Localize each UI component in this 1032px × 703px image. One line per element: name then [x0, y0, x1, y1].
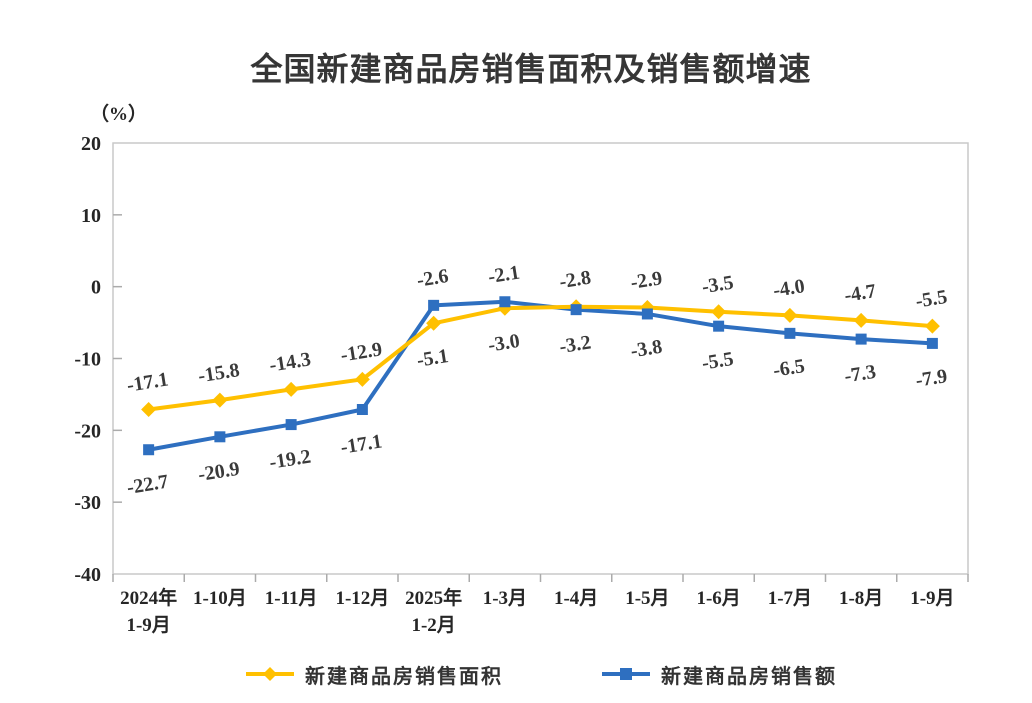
legend-label-sales-amount: 新建商品房销售额 [661, 665, 837, 688]
x-category-label: 1-6月 [696, 588, 740, 609]
data-label-sales-amount: -22.7 [125, 471, 170, 499]
y-tick-label: -40 [74, 564, 101, 586]
data-point-marker-sales-area [782, 307, 798, 323]
data-label-sales-amount: -20.9 [197, 458, 242, 486]
data-point-marker-sales-amount [641, 308, 653, 320]
x-category-label: 1-3月 [483, 588, 527, 609]
chart-legend: 新建商品房销售面积 新建商品房销售额 [0, 660, 1032, 694]
data-point-marker-sales-amount [285, 419, 297, 431]
sales-area-line-swatch-icon [246, 667, 294, 681]
x-category-label: 1-4月 [554, 588, 598, 609]
legend-item-sales-amount: 新建商品房销售额 [601, 660, 837, 688]
chart-title: 全国新建商品房销售面积及销售额增速 [250, 51, 812, 87]
data-point-marker-sales-amount [143, 444, 155, 456]
data-label-sales-area: -14.3 [268, 348, 313, 376]
data-point-marker-sales-amount [356, 404, 368, 416]
data-label-sales-amount: -2.1 [487, 261, 522, 288]
data-label-sales-amount: -7.3 [843, 361, 878, 388]
data-label-sales-amount: -5.5 [700, 348, 735, 375]
data-point-marker-sales-amount [926, 337, 938, 349]
plot-border [112, 142, 969, 575]
legend-label-sales-area: 新建商品房销售面积 [305, 665, 503, 688]
x-category-label: 1-5月 [625, 588, 669, 609]
data-label-sales-area: -5.5 [914, 286, 949, 313]
sales-amount-line-swatch-icon [602, 668, 650, 680]
data-label-sales-area: -2.8 [558, 267, 593, 294]
y-tick-label: -30 [74, 492, 101, 514]
data-point-marker-sales-area [212, 392, 228, 408]
y-tick-label: 20 [81, 133, 101, 155]
y-tick-label: -10 [74, 349, 101, 371]
data-point-marker-sales-area [283, 381, 299, 397]
x-category-label: 2024年 1-9月 [120, 586, 177, 636]
y-axis-unit-label: （%） [90, 104, 148, 125]
data-label-sales-amount: -6.5 [772, 355, 807, 382]
x-category-label: 1-12月 [335, 588, 389, 609]
data-label-sales-area: -17.1 [125, 368, 170, 396]
data-point-marker-sales-area [354, 371, 370, 387]
data-label-sales-area: -4.7 [843, 280, 878, 307]
data-label-sales-area: -3.5 [700, 272, 735, 299]
series-line-sales-area [146, 304, 935, 412]
x-category-label: 1-7月 [768, 588, 812, 609]
y-tick-label: -20 [74, 420, 101, 442]
data-label-sales-area: -15.8 [197, 359, 242, 387]
data-point-marker-sales-area [141, 402, 157, 418]
data-label-sales-area: -3.0 [487, 330, 522, 357]
data-label-sales-amount: -3.8 [629, 336, 664, 363]
data-point-marker-sales-amount [214, 431, 226, 443]
data-label-sales-area: -2.9 [629, 267, 664, 294]
data-label-sales-amount: -17.1 [339, 430, 384, 458]
x-category-label: 1-11月 [265, 588, 318, 609]
data-label-sales-amount: -19.2 [268, 446, 313, 474]
data-point-marker-sales-amount [713, 320, 725, 332]
data-point-marker-sales-area [426, 315, 442, 331]
series-line-sales-amount [146, 299, 935, 452]
data-point-marker-sales-amount [570, 304, 582, 316]
y-tick-label: 0 [91, 277, 101, 299]
data-point-marker-sales-area [924, 318, 940, 334]
data-label-sales-area: -12.9 [339, 338, 384, 366]
data-point-marker-sales-area [711, 304, 727, 320]
data-point-marker-sales-amount [428, 299, 440, 311]
x-category-label: 2025年 1-2月 [405, 586, 462, 636]
x-category-label: 1-8月 [839, 588, 883, 609]
data-label-sales-area: -5.1 [415, 345, 450, 372]
data-point-marker-sales-amount [855, 333, 867, 345]
data-label-sales-amount: -3.2 [558, 331, 593, 358]
data-point-marker-sales-amount [784, 327, 796, 339]
data-label-sales-amount: -2.6 [415, 265, 450, 292]
legend-item-sales-area: 新建商品房销售面积 [245, 660, 503, 688]
data-point-marker-sales-area [853, 312, 869, 328]
x-category-label: 1-9月 [910, 588, 954, 609]
y-tick-label: 10 [81, 205, 101, 227]
data-point-marker-sales-amount [499, 296, 511, 308]
data-label-sales-area: -4.0 [772, 275, 807, 302]
data-label-sales-amount: -7.9 [914, 365, 949, 392]
x-category-label: 1-10月 [193, 588, 247, 609]
